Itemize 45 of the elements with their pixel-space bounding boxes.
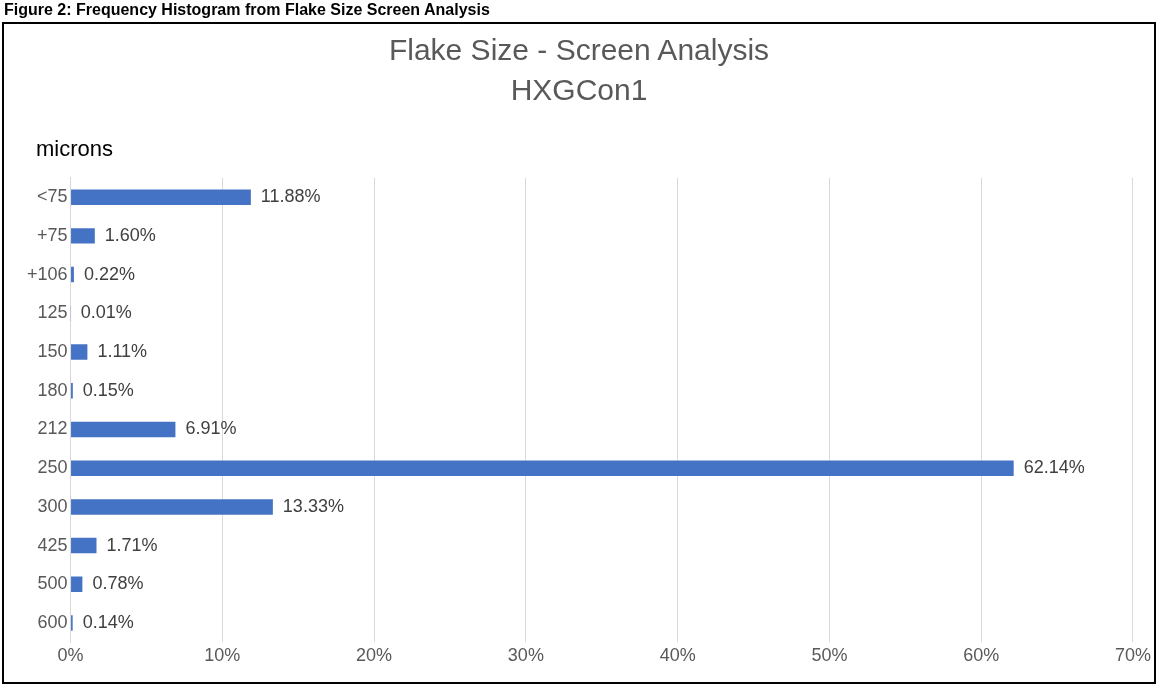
data-label: 1.60% — [104, 224, 156, 245]
bar — [71, 189, 251, 205]
data-label: 11.88% — [260, 186, 321, 207]
y-tick-label: 150 — [37, 340, 68, 361]
y-tick-label: 250 — [37, 457, 68, 478]
x-tick-label: 70% — [1114, 645, 1151, 666]
data-label: 0.01% — [80, 302, 132, 323]
y-tick-label: 125 — [37, 302, 68, 323]
y-tick-label: 600 — [37, 612, 68, 633]
y-tick-label: <75 — [37, 186, 68, 207]
data-label: 1.11% — [97, 340, 148, 361]
data-label: 62.14% — [1023, 457, 1085, 478]
bar — [71, 228, 95, 244]
chart-title: Flake Size - Screen Analysis — [387, 32, 771, 68]
x-tick-label: 60% — [963, 645, 1000, 666]
y-tick-label: 425 — [37, 534, 68, 555]
data-label: 0.22% — [83, 263, 135, 284]
x-tick-label: 0% — [57, 645, 84, 666]
data-label: 0.78% — [92, 573, 144, 594]
bar — [71, 460, 1014, 476]
x-tick-label: 50% — [811, 645, 848, 666]
x-tick-label: 20% — [356, 645, 393, 666]
data-label: 1.71% — [106, 534, 158, 555]
y-tick-label: 300 — [37, 495, 68, 516]
caption: Figure 2: Frequency Histogram from Flake Size Screen Analysis — [3, 0, 491, 20]
y-tick-label: 212 — [37, 418, 68, 439]
y-axis-title: microns — [36, 136, 114, 162]
x-tick-label: 10% — [204, 645, 241, 666]
data-label: 6.91% — [185, 418, 237, 439]
bar — [71, 344, 88, 360]
y-tick-label: +106 — [27, 263, 68, 284]
bar — [71, 266, 74, 283]
x-tick-label: 30% — [507, 645, 544, 666]
y-tick-label: 500 — [37, 573, 68, 594]
chart-subtitle: HXGCon1 — [509, 72, 649, 108]
bar — [71, 499, 273, 515]
data-label: 0.14% — [82, 612, 134, 633]
bar — [71, 576, 83, 593]
bar — [71, 537, 97, 554]
bar — [71, 421, 176, 438]
y-tick-label: 180 — [37, 379, 68, 400]
data-label: 13.33% — [282, 495, 344, 516]
x-tick-label: 40% — [659, 645, 696, 666]
y-tick-label: +75 — [37, 224, 68, 245]
data-label: 0.15% — [82, 379, 134, 400]
